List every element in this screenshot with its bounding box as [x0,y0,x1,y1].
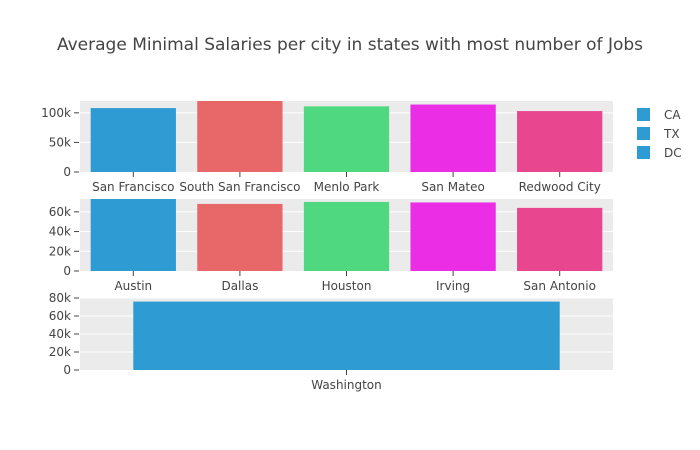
legend-item-tx[interactable]: TX [637,127,680,141]
y-tick-label: 60k [49,205,71,219]
y-tick-label: 0 [63,363,71,377]
subplot-ca: 0 50k 100k San Francisco South San Francisco… [41,101,613,194]
y-tick-label: 0 [63,264,71,278]
x-tick-label: South San Francisco [179,180,300,194]
y-tick-label: 20k [49,244,71,258]
bar-dallas[interactable] [197,203,283,271]
legend[interactable]: CA TX DC [637,108,682,160]
x-tick-label: Menlo Park [314,180,380,194]
legend-item-ca[interactable]: CA [637,108,681,122]
x-tick-label: Austin [114,279,152,293]
bar-san-francisco[interactable] [90,108,176,172]
legend-swatch [637,146,650,159]
legend-label: CA [664,108,681,122]
x-tick-label: San Francisco [92,180,174,194]
bar-washington[interactable] [133,301,560,370]
bar-redwood-city[interactable] [517,111,603,172]
y-tick-label: 50k [49,135,71,149]
y-tick-label: 20k [49,345,71,359]
x-tick-label: San Mateo [421,180,485,194]
bar-san-antonio[interactable] [517,207,603,271]
subplot-dc: 0 20k 40k 60k 80k Washington [49,291,613,392]
legend-label: TX [663,127,680,141]
bar-irving[interactable] [410,202,496,271]
legend-item-dc[interactable]: DC [637,146,682,160]
x-tick-label: Houston [322,279,372,293]
y-tick-label: 40k [49,225,71,239]
legend-label: DC [664,146,682,160]
x-tick-label: Dallas [221,279,258,293]
bar-austin[interactable] [90,199,176,271]
bar-menlo-park[interactable] [303,106,390,172]
subplots: 0 50k 100k San Francisco South San Francisco… [41,101,613,392]
y-tick-label: 0 [63,165,71,179]
bar-south-san-francisco[interactable] [197,101,283,172]
bar-san-mateo[interactable] [410,104,496,172]
x-tick-label: San Antonio [523,279,596,293]
y-tick-label: 40k [49,327,71,341]
subplot-tx: 0 20k 40k 60k Austin Dallas Houston Irving San A… [49,199,613,293]
legend-swatch [637,127,650,140]
x-tick-label: Washington [311,378,382,392]
legend-swatch [637,108,650,121]
y-tick-label: 80k [49,291,71,305]
y-tick-label: 100k [41,106,71,120]
x-tick-label: Irving [436,279,470,293]
y-tick-label: 60k [49,309,71,323]
chart-title: Average Minimal Salaries per city in sta… [57,35,643,55]
x-tick-label: Redwood City [519,180,601,194]
bar-houston[interactable] [303,201,390,271]
